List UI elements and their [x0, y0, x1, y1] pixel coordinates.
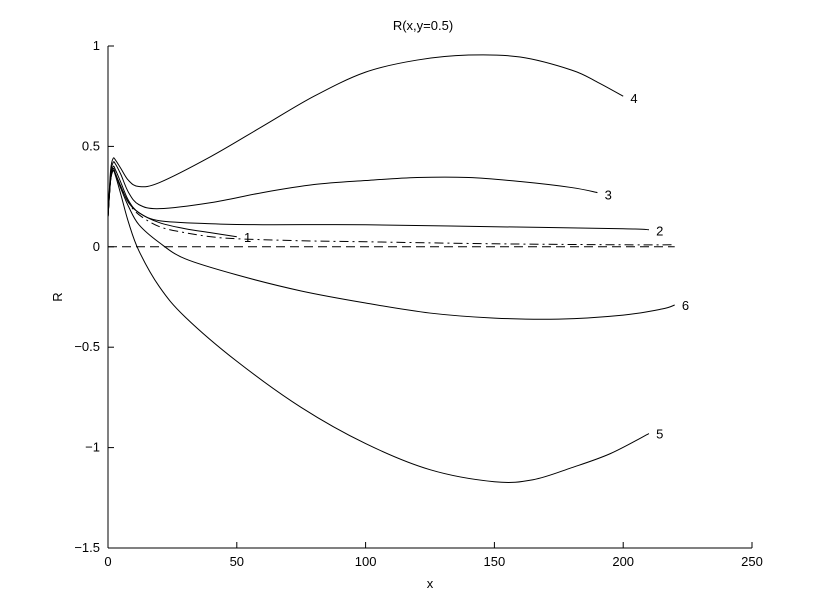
y-axis-label: R — [50, 292, 65, 301]
series-dashdot-line — [107, 169, 675, 246]
y-tick-label: −1 — [85, 440, 100, 455]
curve-label-3: 3 — [605, 188, 612, 203]
x-tick-label: 200 — [612, 554, 634, 569]
curve-label-4: 4 — [630, 91, 637, 106]
series-5-line — [107, 169, 650, 483]
y-tick-label: −1.5 — [74, 540, 100, 555]
series-layer — [107, 54, 675, 483]
curve-label-2: 2 — [656, 224, 663, 239]
series-3-line — [107, 161, 598, 217]
x-tick-label: 100 — [355, 554, 377, 569]
curve-label-5: 5 — [656, 427, 663, 442]
chart-title: R(x,y=0.5) — [393, 18, 453, 33]
curve-label-1: 1 — [244, 230, 251, 245]
x-tick-label: 250 — [741, 554, 763, 569]
x-tick-label: 50 — [230, 554, 244, 569]
x-ticks: 0 50 100 150 200 250 — [104, 542, 763, 569]
y-tick-label: 0.5 — [82, 138, 100, 153]
curve-label-layer: 1 2 3 4 5 6 — [244, 91, 689, 441]
y-tick-label: −0.5 — [74, 339, 100, 354]
x-axis-label: x — [427, 576, 434, 591]
x-tick-label: 150 — [484, 554, 506, 569]
series-4-line — [107, 54, 624, 217]
y-tick-label: 1 — [93, 38, 100, 53]
y-ticks: −1.5 −1 −0.5 0 0.5 1 — [74, 38, 114, 555]
series-2-line — [107, 165, 649, 231]
curve-label-6: 6 — [682, 298, 689, 313]
x-tick-label: 0 — [104, 554, 111, 569]
y-tick-label: 0 — [93, 239, 100, 254]
